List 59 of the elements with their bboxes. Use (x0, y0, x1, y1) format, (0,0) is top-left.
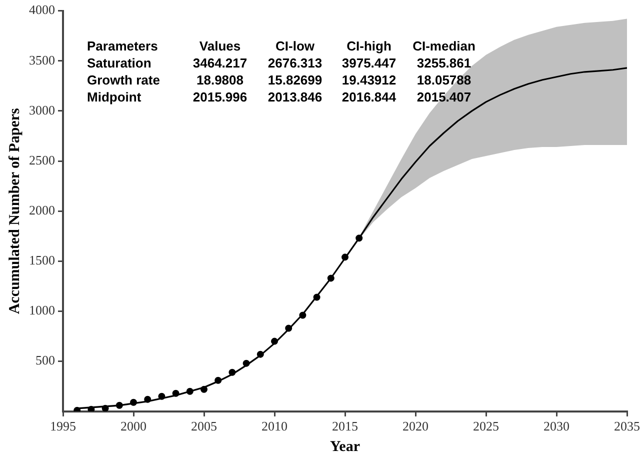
annotation: Saturation (87, 55, 152, 70)
annotation: CI-high (346, 38, 392, 54)
y-tick-label: 1500 (29, 252, 55, 268)
point (299, 312, 306, 319)
annotation: CI-low (276, 38, 316, 54)
x-tick-label: 1995 (50, 418, 76, 434)
annotation: 3464.217 (192, 55, 248, 70)
annotation: 18.9808 (196, 72, 244, 88)
annotation: Values (199, 38, 241, 54)
point (242, 360, 250, 367)
annotation: 2676.313 (268, 55, 322, 70)
point (313, 294, 320, 301)
annotation: 15.82699 (268, 72, 322, 88)
point (228, 368, 236, 376)
y-tick-label: 1000 (29, 302, 55, 318)
annotation: 2015.407 (416, 89, 472, 104)
point (327, 274, 334, 282)
point (214, 376, 222, 384)
y-tick-label: 4000 (29, 2, 55, 18)
x-tick-label: 2005 (191, 418, 217, 434)
x-tick-label: 2000 (120, 418, 146, 434)
x-tick-label: 2015 (332, 418, 358, 434)
y-tick-label: 2500 (29, 152, 55, 168)
point (102, 404, 109, 412)
annotation: 2016.844 (342, 89, 397, 104)
annotation: Growth rate (87, 72, 160, 88)
annotation: Midpoint (87, 89, 142, 104)
point (356, 234, 363, 242)
annotation: 3255.861 (416, 55, 472, 70)
point (285, 324, 292, 332)
point (200, 386, 208, 393)
y-axis-title: Accumulated Number of Papers (6, 108, 23, 314)
point (271, 338, 278, 345)
annotation: Parameters (87, 38, 158, 54)
x-tick-label: 2020 (402, 418, 428, 434)
x-tick-label: 2035 (614, 418, 640, 434)
point (130, 398, 137, 406)
annotation: 19.43912 (342, 72, 396, 88)
annotation: 2015.996 (192, 89, 248, 104)
point (144, 396, 152, 403)
x-axis-title: Year (330, 438, 360, 455)
point (116, 402, 123, 409)
x-tick-label: 2025 (473, 418, 499, 434)
point (342, 254, 348, 261)
y-tick-label: 3000 (29, 102, 55, 118)
y-tick-label: 500 (36, 352, 55, 368)
point (88, 406, 95, 412)
x-tick-label: 2010 (262, 418, 288, 434)
y-tick-label: 3500 (29, 52, 55, 68)
annotation: 2013.846 (268, 89, 322, 104)
x-tick-label: 2030 (544, 418, 570, 434)
point (256, 350, 264, 358)
point (158, 392, 166, 400)
y-tick-label: 2000 (29, 202, 55, 218)
annotation: 3975.447 (342, 55, 396, 70)
point (186, 388, 194, 395)
point (172, 390, 180, 397)
annotation: CI-median (412, 38, 476, 54)
annotation: 18.05788 (416, 72, 472, 88)
